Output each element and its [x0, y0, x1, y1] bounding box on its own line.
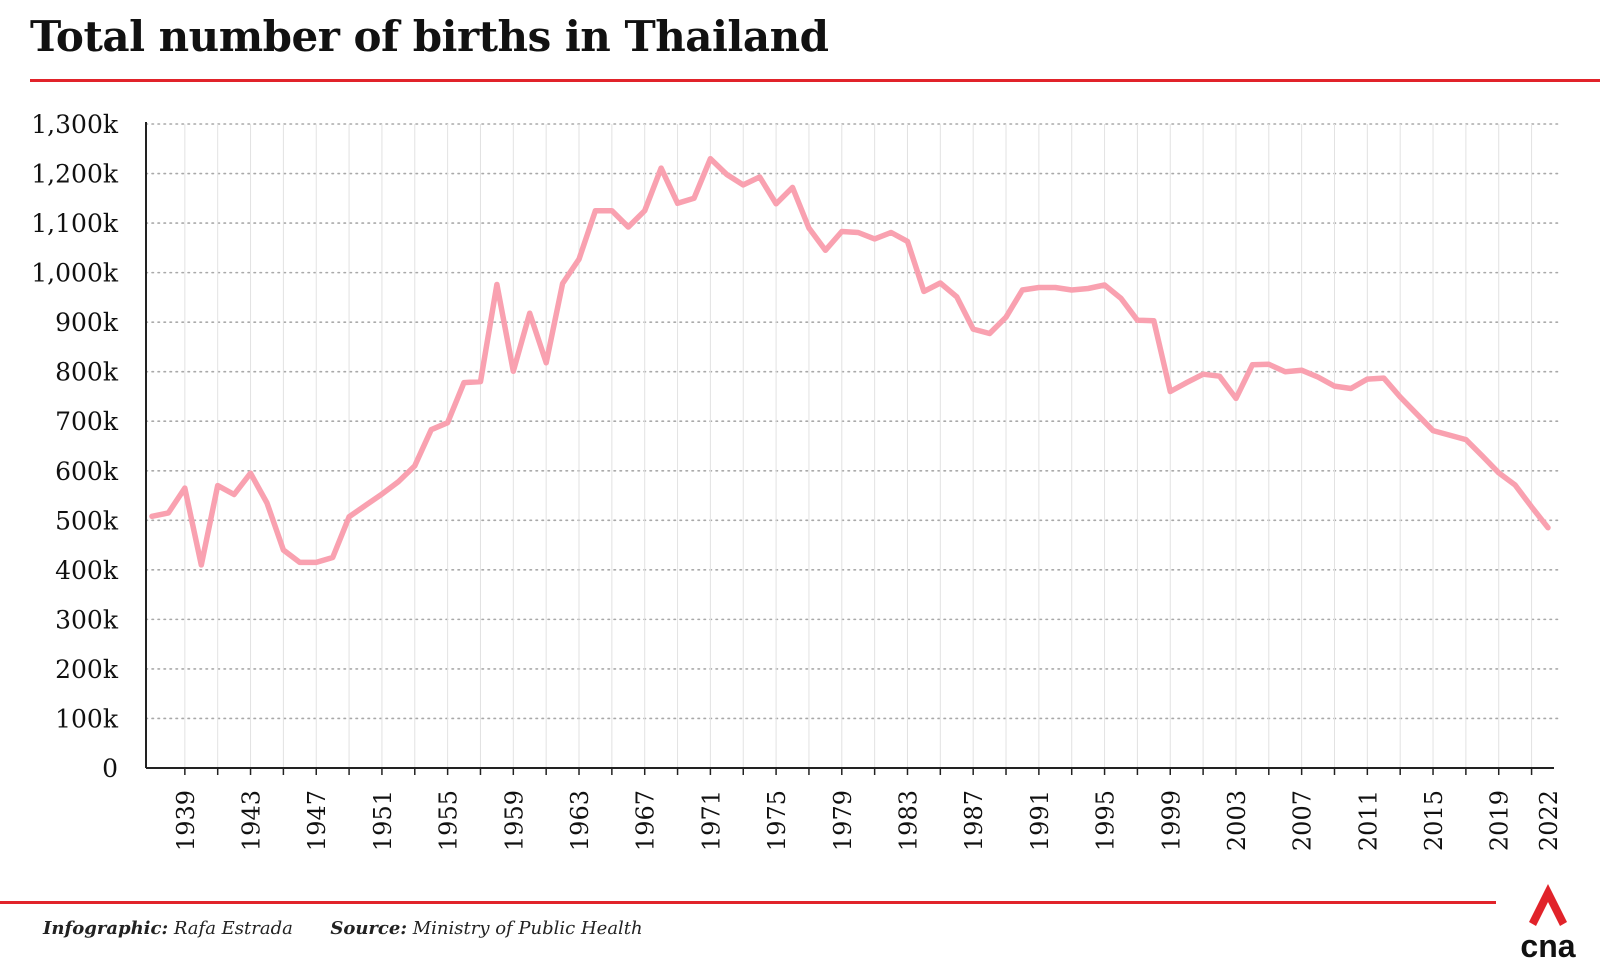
y-tick-label: 300k [55, 605, 119, 634]
x-tick-label: 1979 [829, 790, 857, 851]
y-tick-label: 0 [102, 754, 118, 783]
y-tick-label: 1,100k [31, 209, 119, 238]
x-gridlines [184, 124, 1533, 768]
logo-mark [1529, 884, 1567, 926]
x-tick-label: 1987 [960, 790, 988, 851]
footer-divider [0, 901, 1496, 904]
y-tick-label: 900k [55, 308, 119, 337]
y-tick-label: 200k [55, 655, 119, 684]
x-tick-label: 1947 [303, 790, 331, 851]
x-tick-label: 2003 [1223, 790, 1251, 851]
series-group [149, 155, 1551, 568]
x-tick-label: 1963 [566, 790, 594, 851]
x-tick-label: 1943 [238, 790, 266, 851]
y-tick-label: 100k [55, 704, 119, 733]
x-tick-label: 2015 [1420, 790, 1448, 851]
axes [145, 122, 1554, 775]
x-tick-label: 1959 [500, 790, 528, 851]
y-tick-label: 500k [55, 506, 119, 535]
y-tick-label: 1,200k [31, 160, 119, 189]
x-tick-label: 1999 [1157, 790, 1185, 851]
x-tick-label: 1995 [1092, 790, 1120, 851]
x-tick-label: 1951 [369, 790, 397, 851]
cna-logo: cna [1520, 884, 1576, 962]
source-name: Ministry of Public Health [412, 918, 643, 939]
y-tick-label: 700k [55, 407, 119, 436]
x-tick-label: 2019 [1486, 790, 1514, 851]
y-tick-label: 400k [55, 556, 119, 585]
y-tick-labels: 0 100k 200k 300k 400k 500k 600k 700k 800k 900k 1,0… [31, 110, 119, 783]
title-divider [30, 79, 1600, 82]
x-tick-label: 1971 [697, 790, 725, 851]
y-tick-label: 600k [55, 457, 119, 486]
series-line [149, 155, 1551, 568]
chart-title: Total number of births in Thailand [30, 12, 829, 61]
x-tick-label: 1967 [632, 790, 660, 851]
y-gridlines [145, 123, 1563, 720]
x-tick-label: 2007 [1289, 790, 1317, 851]
logo-text: cna [1520, 928, 1575, 962]
infographic-name: Rafa Estrada [173, 918, 293, 939]
line-chart: 0 100k 200k 300k 400k 500k 600k 700k 800k 900k 1,0… [31, 110, 1563, 851]
y-tick-label: 1,300k [31, 110, 119, 139]
y-tick-label: 800k [55, 358, 119, 387]
y-tick-label: 1,000k [31, 259, 119, 288]
infographic-label: Infographic: [43, 918, 169, 939]
x-tick-label: 1955 [435, 790, 463, 851]
x-tick-label: 1991 [1026, 790, 1054, 851]
x-tick-label: 2011 [1354, 790, 1382, 851]
x-tick-label: 1983 [894, 790, 922, 851]
x-tick-labels: 1939 1943 1947 1951 1955 1959 1963 1967 1971 1975… [172, 790, 1563, 851]
x-tick-label: 2022 [1535, 790, 1563, 851]
x-tick-label: 1939 [172, 790, 200, 851]
x-tick-label: 1975 [763, 790, 791, 851]
source-label: Source: [330, 918, 407, 939]
credits: Infographic: Rafa Estrada Source: Minist… [43, 918, 643, 939]
